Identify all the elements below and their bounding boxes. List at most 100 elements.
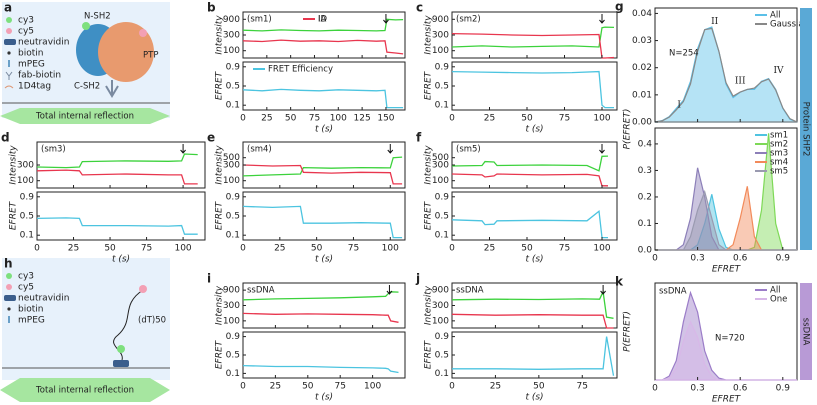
y-axis-label: EFRET: [424, 339, 434, 369]
x-tick-label: 25: [270, 382, 281, 392]
y-axis-label: EFRET: [215, 339, 225, 369]
trace-line: [451, 70, 614, 109]
legend-label: FRET Efficiency: [268, 65, 333, 75]
x-tick-label: 25: [261, 114, 272, 124]
plot-frame: [242, 331, 406, 379]
part-label: PTP: [143, 51, 158, 61]
y-tick-label: 900: [432, 286, 449, 296]
antibody: [105, 80, 119, 98]
dye: [82, 22, 90, 30]
x-tick-label: 100: [364, 382, 381, 392]
legend-text: neutravidin: [18, 38, 69, 48]
sample-size: N=720: [715, 334, 745, 344]
trace-line: [242, 156, 403, 177]
y-tick-label: 0.00: [632, 118, 652, 128]
tir-band: [0, 378, 170, 402]
x-tick-label: 25: [490, 382, 501, 392]
event-arrow: [600, 285, 606, 295]
x-tick-label: 50: [533, 382, 545, 392]
icon: [5, 71, 13, 80]
x-tick-label: 75: [348, 244, 359, 254]
x-tick-label: 75: [334, 382, 345, 392]
x-tick-label: 0: [449, 382, 455, 392]
y-tick-label: 300: [432, 161, 449, 171]
trace-line: [451, 155, 609, 172]
legend-text: mPEG: [18, 316, 45, 326]
legend-text: biotin: [18, 49, 43, 59]
x-tick-label: 0: [652, 384, 658, 394]
y-axis-label: Intensity: [424, 145, 434, 185]
y-tick-label: 0.1: [226, 369, 240, 379]
x-tick-label: 0.3: [690, 384, 704, 394]
icon: [6, 284, 12, 290]
sample-size: N=254: [669, 49, 699, 59]
x-axis-label: EFRET: [712, 395, 742, 405]
x-axis-label: t (s): [315, 255, 333, 265]
y-tick-label: 0.1: [226, 101, 240, 111]
panel-letter: f: [416, 131, 422, 145]
footer: Total internal reflection: [35, 112, 134, 122]
panel-tag: (sm5): [456, 145, 481, 155]
trace-line: [451, 26, 615, 48]
panel-letter: c: [416, 1, 423, 15]
x-tick-label: 100: [593, 244, 610, 254]
y-tick-label: 500: [432, 153, 449, 163]
x-tick-label: 0.3: [690, 254, 704, 264]
side-label: ssDNA: [801, 318, 811, 346]
distribution: [654, 27, 798, 123]
diagram-a: a cy3 cy5 neutravidin biotin mPEG fab-bi…: [0, 1, 170, 124]
trace-line: [452, 336, 615, 376]
tir-band: [0, 108, 170, 124]
y-tick-label: 0.9: [226, 332, 241, 342]
legend-label: ID: [318, 15, 328, 25]
legend-label: sm3: [770, 149, 788, 159]
x-tick-label: 25: [484, 244, 495, 254]
y-tick-label: 0.5: [435, 351, 449, 361]
y-tick-label: 900: [223, 286, 240, 296]
distribution: [655, 189, 797, 251]
neutravidin: [113, 360, 129, 367]
plot-frame: [36, 191, 206, 241]
part-label: C-SH2: [74, 82, 100, 92]
event-arrow: [383, 14, 389, 24]
trace-line: [242, 88, 404, 109]
y-tick-label: 100: [432, 316, 449, 326]
x-tick-label: 25: [484, 114, 495, 124]
panel-tag: ssDNA: [456, 286, 484, 296]
panel-letter: a: [4, 1, 12, 15]
y-tick-label: 0.9: [435, 62, 450, 72]
legend-label: sm1: [770, 131, 788, 141]
x-tick-label: 0: [652, 254, 658, 264]
legend-text: 1D4tag: [18, 82, 51, 92]
x-tick-label: 0.9: [776, 384, 791, 394]
legend-text: fab-biotin: [18, 71, 61, 81]
x-axis-label: t (s): [525, 125, 543, 135]
y-axis-label: P(EFRET): [623, 311, 633, 352]
x-tick-label: 0: [240, 244, 246, 254]
side-strip: [800, 8, 812, 250]
part-label: N-SH2: [84, 12, 111, 22]
x-axis-label: t (s): [112, 255, 130, 265]
trace-line: [242, 39, 404, 55]
y-tick-label: 0.1: [638, 219, 652, 229]
x-tick-label: 0.9: [776, 254, 791, 264]
y-tick-label: 0.9: [435, 332, 450, 342]
panel-tag: ssDNA: [247, 286, 275, 296]
x-tick-label: 100: [382, 244, 399, 254]
x-axis-label: EFRET: [712, 265, 742, 275]
y-axis-label: Intensity: [9, 145, 19, 185]
x-tick-label: 25: [274, 244, 285, 254]
diagram-bg: [2, 258, 170, 380]
x-tick-label: 75: [141, 244, 152, 254]
panel-letter: e: [207, 131, 215, 145]
dye: [139, 285, 147, 293]
panel-letter: h: [4, 257, 13, 271]
legend-text: cy3: [18, 16, 34, 26]
x-tick-label: 0.6: [733, 254, 748, 264]
y-tick-label: 0.5: [20, 212, 34, 222]
x-tick-label: 0: [240, 114, 246, 124]
dye: [117, 345, 125, 353]
distribution: [655, 320, 797, 381]
icon: [6, 17, 12, 23]
y-tick-label: 0.04: [632, 9, 652, 19]
